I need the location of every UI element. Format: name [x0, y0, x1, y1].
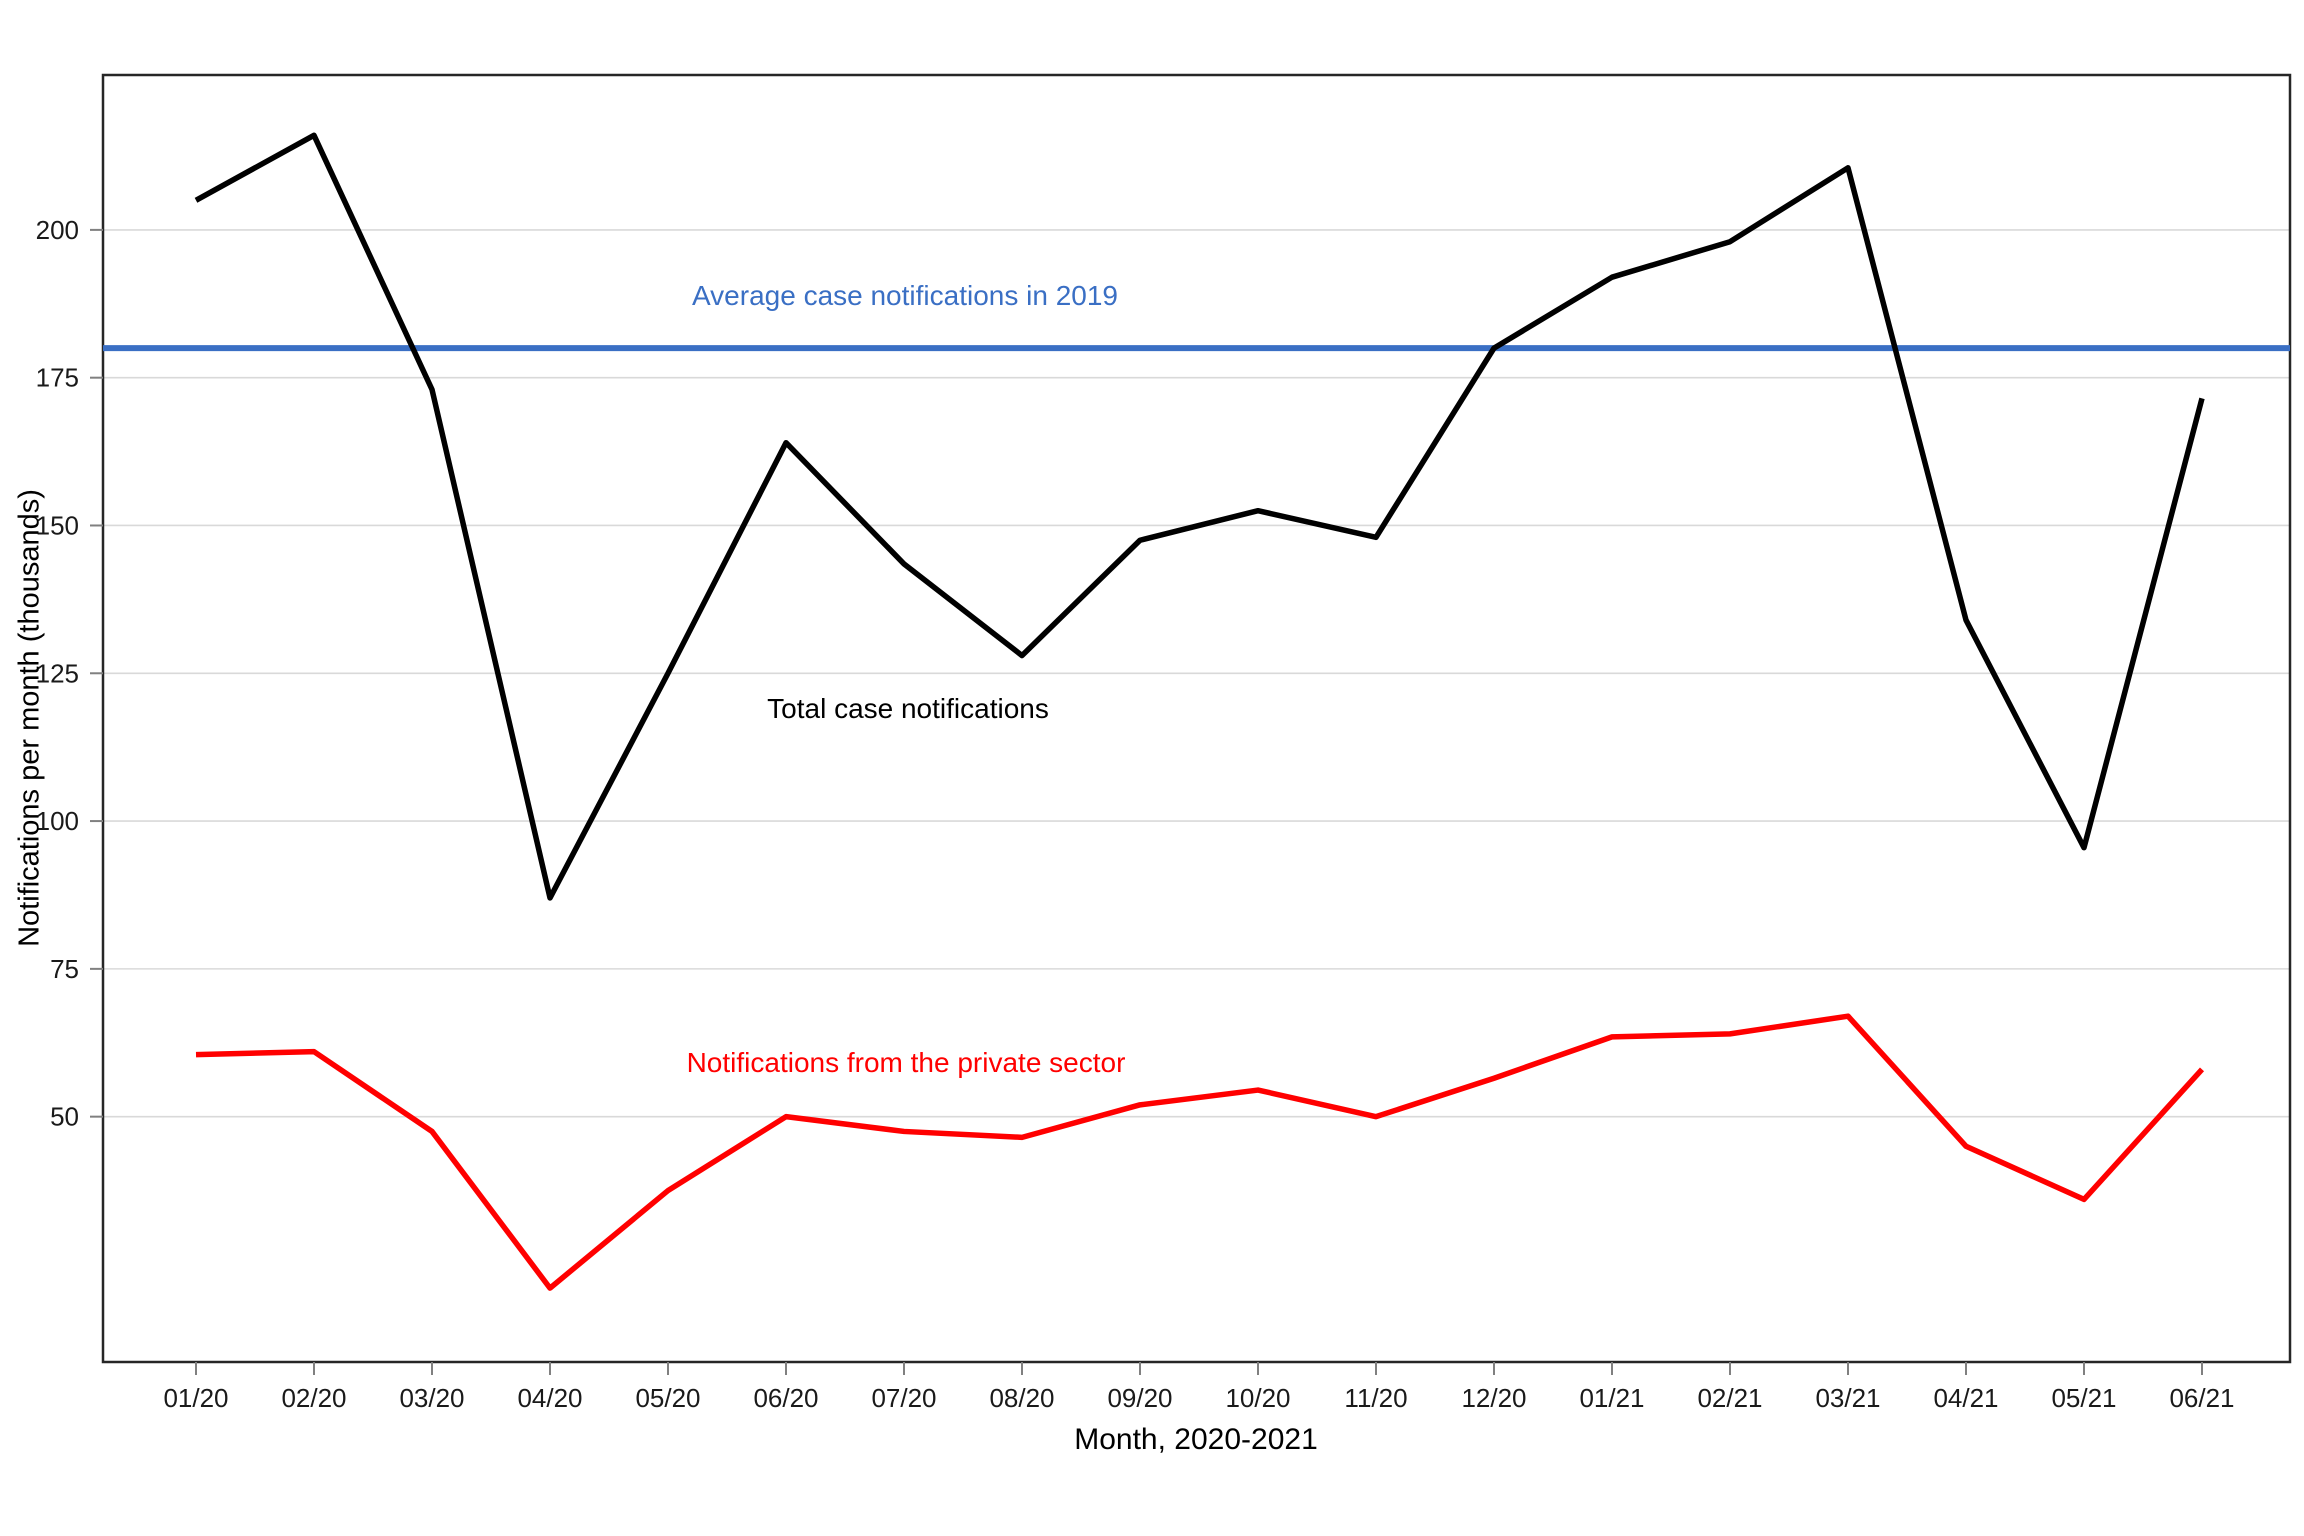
- reference-line-label: Average case notifications in 2019: [692, 280, 1118, 311]
- x-tick-label: 01/21: [1579, 1383, 1644, 1413]
- y-tick-label: 100: [36, 806, 79, 836]
- x-tick-label: 04/21: [1933, 1383, 1998, 1413]
- x-tick-label: 05/20: [635, 1383, 700, 1413]
- y-tick-label: 75: [50, 954, 79, 984]
- x-tick-label: 09/20: [1107, 1383, 1172, 1413]
- x-tick-label: 04/20: [517, 1383, 582, 1413]
- x-tick-label: 05/21: [2051, 1383, 2116, 1413]
- x-tick-label: 07/20: [871, 1383, 936, 1413]
- y-tick-label: 175: [36, 363, 79, 393]
- y-tick-label: 200: [36, 215, 79, 245]
- plot-border: [101, 73, 2292, 1364]
- x-tick-label: 11/20: [1344, 1383, 1407, 1413]
- x-tick-label: 12/20: [1461, 1383, 1526, 1413]
- x-tick-label: 08/20: [989, 1383, 1054, 1413]
- y-axis-title: Notifications per month (thousands): [13, 489, 46, 947]
- y-tick-label: 150: [36, 510, 79, 540]
- series-line-0: [194, 132, 2205, 901]
- x-axis-title: Month, 2020-2021: [1074, 1423, 1318, 1456]
- y-tick-label: 125: [36, 658, 79, 688]
- y-tick-label: 50: [50, 1102, 79, 1132]
- x-tick-label: 10/20: [1225, 1383, 1290, 1413]
- series-line-1: [195, 1013, 2205, 1291]
- private-series-label: Notifications from the private sector: [686, 1047, 1126, 1078]
- x-tick-label: 06/21: [2169, 1383, 2234, 1413]
- total-series-label: Total case notifications: [767, 693, 1049, 724]
- x-tick-label: 02/21: [1697, 1383, 1762, 1413]
- x-tick-label: 01/20: [163, 1383, 228, 1413]
- x-tick-label: 06/20: [753, 1383, 818, 1413]
- x-tick-label: 03/20: [399, 1383, 464, 1413]
- x-tick-label: 02/20: [281, 1383, 346, 1413]
- x-tick-label: 03/21: [1815, 1383, 1880, 1413]
